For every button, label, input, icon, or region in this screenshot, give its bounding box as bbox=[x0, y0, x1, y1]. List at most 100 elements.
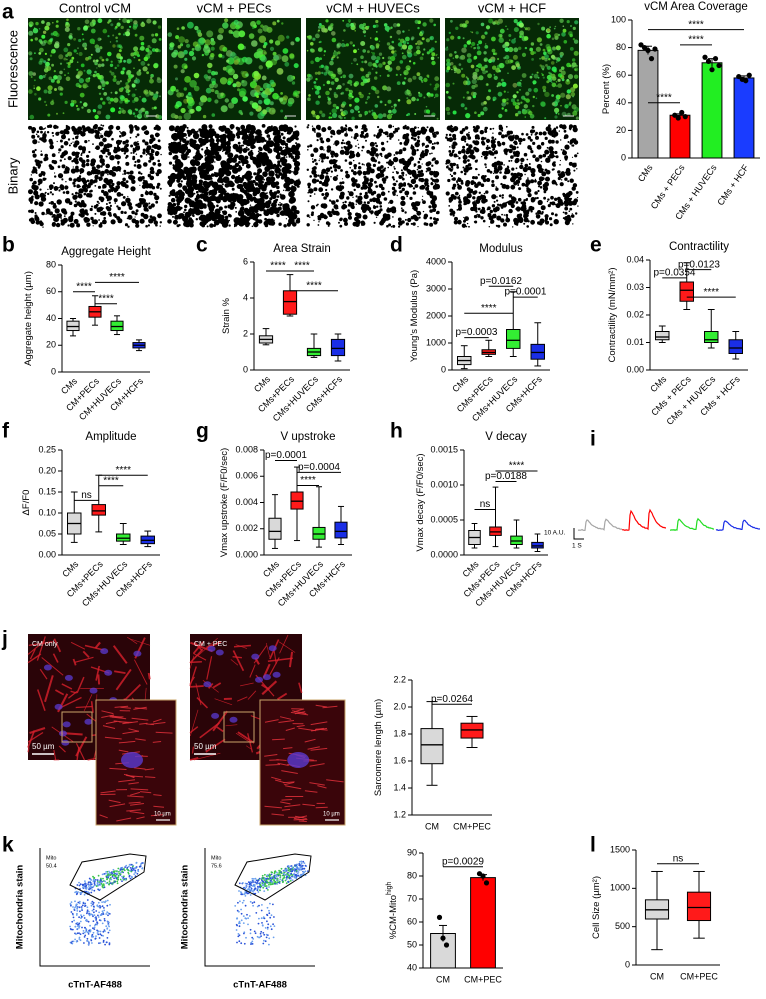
texture bbox=[94, 114, 99, 120]
texture bbox=[466, 148, 469, 151]
texture bbox=[185, 137, 188, 139]
texture bbox=[219, 187, 226, 195]
image-label: CM only bbox=[32, 641, 58, 648]
texture bbox=[168, 183, 172, 187]
texture bbox=[188, 213, 192, 217]
texture bbox=[319, 146, 324, 151]
texture bbox=[252, 191, 258, 197]
texture bbox=[466, 53, 472, 58]
texture bbox=[169, 204, 175, 209]
texture bbox=[66, 62, 68, 64]
texture bbox=[312, 127, 315, 130]
texture bbox=[467, 159, 470, 162]
texture bbox=[207, 201, 214, 209]
texture bbox=[386, 135, 389, 138]
texture bbox=[569, 64, 572, 68]
texture bbox=[306, 49, 309, 52]
texture bbox=[561, 78, 565, 82]
texture bbox=[337, 186, 343, 192]
texture bbox=[515, 113, 519, 117]
texture bbox=[92, 109, 96, 113]
texture bbox=[518, 137, 523, 143]
texture bbox=[433, 171, 440, 177]
texture bbox=[519, 30, 524, 36]
texture bbox=[198, 204, 201, 208]
texture bbox=[159, 221, 162, 224]
texture bbox=[389, 35, 393, 39]
texture bbox=[286, 126, 294, 133]
texture bbox=[129, 136, 132, 139]
texture bbox=[149, 215, 153, 219]
texture bbox=[59, 70, 63, 75]
texture bbox=[45, 104, 48, 106]
texture bbox=[235, 126, 239, 130]
striation bbox=[298, 820, 307, 822]
texture bbox=[129, 170, 134, 175]
texture bbox=[100, 97, 103, 101]
texture bbox=[95, 47, 101, 53]
texture bbox=[412, 222, 416, 226]
texture bbox=[349, 41, 353, 45]
texture bbox=[251, 134, 254, 137]
texture bbox=[361, 127, 364, 130]
texture bbox=[372, 163, 376, 167]
texture bbox=[422, 200, 426, 205]
nucleus bbox=[211, 712, 220, 719]
texture bbox=[51, 153, 56, 158]
texture bbox=[404, 77, 407, 80]
texture bbox=[345, 170, 349, 174]
texture bbox=[41, 211, 45, 216]
texture bbox=[154, 33, 159, 37]
texture bbox=[145, 184, 150, 189]
texture bbox=[313, 193, 316, 195]
texture bbox=[499, 194, 502, 198]
texture bbox=[107, 51, 112, 57]
texture bbox=[157, 213, 162, 219]
texture bbox=[184, 141, 189, 146]
texture bbox=[32, 72, 36, 76]
texture bbox=[491, 59, 495, 63]
texture bbox=[64, 185, 69, 190]
texture bbox=[263, 178, 265, 181]
texture bbox=[119, 170, 121, 172]
texture bbox=[566, 203, 569, 206]
texture bbox=[394, 50, 397, 53]
texture bbox=[62, 191, 66, 194]
texture bbox=[473, 56, 477, 61]
texture bbox=[449, 152, 454, 157]
texture bbox=[107, 173, 109, 176]
texture bbox=[452, 57, 455, 59]
texture bbox=[391, 50, 395, 54]
texture bbox=[478, 191, 481, 194]
texture bbox=[498, 37, 504, 43]
texture bbox=[450, 19, 453, 23]
texture bbox=[175, 205, 180, 210]
texture bbox=[264, 129, 270, 135]
texture bbox=[189, 661, 202, 664]
texture bbox=[186, 126, 189, 129]
texture bbox=[555, 126, 559, 129]
texture bbox=[49, 54, 53, 57]
texture bbox=[211, 70, 216, 76]
texture bbox=[391, 40, 395, 44]
texture bbox=[167, 32, 173, 37]
texture bbox=[367, 95, 370, 99]
texture bbox=[330, 23, 334, 27]
texture bbox=[157, 133, 160, 136]
texture bbox=[461, 23, 467, 28]
texture bbox=[471, 155, 476, 160]
texture bbox=[357, 143, 359, 145]
texture bbox=[318, 29, 320, 32]
texture bbox=[348, 191, 354, 197]
texture bbox=[298, 178, 300, 180]
nucleus bbox=[89, 687, 98, 694]
texture bbox=[445, 133, 448, 136]
texture bbox=[457, 219, 462, 225]
texture bbox=[556, 95, 559, 99]
texture bbox=[234, 159, 236, 161]
texture bbox=[97, 37, 102, 42]
texture bbox=[149, 90, 151, 92]
texture bbox=[98, 219, 100, 221]
texture bbox=[207, 153, 211, 158]
texture bbox=[105, 58, 109, 62]
